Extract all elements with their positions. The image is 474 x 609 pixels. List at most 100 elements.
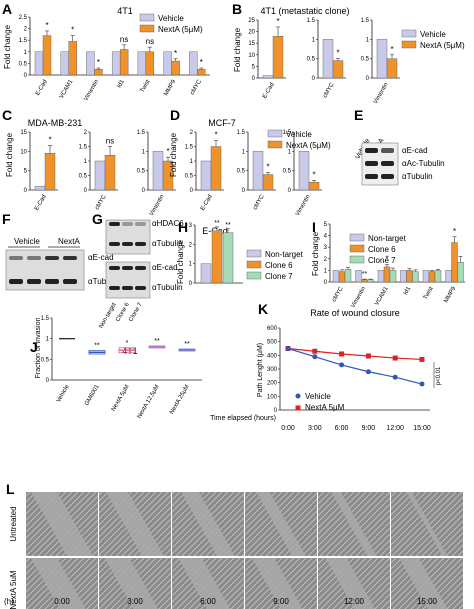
panel-g-band (135, 286, 146, 290)
panel-c-chart-2-ytick-label: 0 (142, 188, 146, 194)
panel-a-bar-vehicle (86, 51, 95, 76)
panel-l-time-label: 6:00 (200, 597, 216, 606)
panel-d-chart-2-ytick-label: 0.5 (283, 169, 292, 175)
panel-l-wound-gap (406, 492, 448, 556)
panel-c-chart-1-ytick-label: 1 (84, 159, 88, 165)
panel-j-ytick-label: 1.5 (41, 316, 50, 322)
panel-e-band (365, 148, 378, 153)
panel-a-ytick-label: 0 (24, 73, 28, 79)
panel-h-bar (211, 230, 223, 284)
panel-k-pvalue: p<0.01 (436, 366, 442, 385)
panel-l-wound-gap (331, 492, 377, 556)
panel-g-band (135, 242, 146, 246)
panel-i-legend-label: Non-target (368, 234, 407, 243)
panel-e-band (381, 161, 394, 166)
panel-i-ylabel: Fold change (311, 231, 320, 276)
panel-d-legend-label: NextA (5μM) (286, 141, 331, 150)
panel-e-band (365, 174, 378, 179)
panel-g-band (109, 222, 120, 226)
panel-i-xtick-label: Id1 (403, 285, 413, 296)
panel-d-bar-nexta (308, 182, 320, 191)
panel-h-sig: ** (225, 222, 231, 229)
panel-b-xtick-label: E-Cad (262, 82, 276, 100)
panel-h-legend-label: Clone 6 (265, 261, 293, 270)
panel-l-time-label: 9:00 (273, 597, 289, 606)
panel-j-xtick-label: Vehicle (56, 383, 71, 403)
panel-b-sig: * (336, 49, 339, 58)
panel-k-nexta-point (419, 356, 425, 362)
panel-k-nexta-point (365, 353, 371, 359)
panel-j-sig: ** (184, 341, 190, 348)
panel-i-ytick-label: 4 (324, 234, 328, 240)
panel-b-chart-0-ytick-label: 10 (248, 53, 255, 59)
panel-k-vehicle-point (365, 369, 371, 375)
panel-b-chart-0-ytick-label: 0 (252, 76, 256, 82)
panel-a-bar-vehicle (34, 51, 44, 76)
panel-h-ytick-label: 1 (189, 262, 193, 268)
panel-b-chart-1-ytick-label: 0.5 (307, 57, 316, 63)
panel-a-sig: * (45, 21, 48, 30)
panel-k-vehicle-point (419, 381, 425, 387)
panel-a-bar-nexta (42, 35, 52, 76)
panel-i-bar-clone6 (451, 242, 458, 283)
panel-l-wound-gap (31, 558, 86, 609)
panel-j-xtick-label: NextA 12.5μM (137, 384, 161, 420)
panel-c-sig: * (166, 147, 169, 156)
panel-h-bar (200, 263, 212, 284)
panel-i-bar-clone7 (457, 262, 464, 283)
panel-a-xtick-label: E-Cad (35, 79, 49, 97)
panel-k-ylabel: Path Lenght (μM) (257, 343, 264, 397)
panel-b-sig: * (276, 17, 279, 26)
panel-label-e: E (354, 107, 363, 123)
panel-d-bar-nexta (262, 174, 274, 191)
panel-label-d: D (170, 107, 180, 123)
panel-i-bar-nontarget (332, 270, 340, 283)
panel-d-ylabel: Fold change (169, 132, 178, 177)
panel-i-legend-swatch (349, 233, 365, 242)
panel-i-xtick-label: MMP9 (443, 285, 457, 304)
panel-k-vehicle-point (312, 354, 318, 360)
panel-k-nexta-point (312, 348, 318, 354)
panel-i-bar-clone7 (344, 269, 352, 283)
panel-i-bar-nontarget (400, 270, 407, 283)
panel-j-ylabel: Fraction of invasion (35, 318, 42, 379)
panel-b-chart-2-ytick-label: 0 (366, 76, 370, 82)
panel-h-sig: ** (214, 220, 220, 227)
panel-c-bar-nexta (44, 153, 56, 191)
panel-a-legend-swatch (139, 13, 155, 22)
panel-k-xtick-label: 12:00 (386, 425, 404, 432)
panel-i-ytick-label: 2 (324, 257, 328, 263)
panel-j-sig: ** (94, 343, 100, 350)
panel-k-nexta-line (287, 347, 423, 361)
panel-b-bar-vehicle (262, 75, 274, 79)
panel-i-xtick-label: cMYC (331, 285, 345, 303)
panel-k-ytick-label: 600 (267, 326, 278, 332)
panel-c-title: MDA-MB-231 (28, 118, 83, 128)
panel-b-chart-0-ytick-label: 15 (248, 41, 255, 47)
panel-i-sig: * (385, 255, 388, 264)
panel-h-ytick-label: 2 (189, 242, 193, 248)
panel-label-f: F (2, 211, 11, 227)
panel-l-row-label: NextA 5uM (9, 570, 18, 609)
panel-a-sig: * (71, 26, 74, 35)
panel-e-band (381, 174, 394, 179)
panel-j-ytick-label: 0.5 (41, 357, 50, 363)
panel-d-xtick-label: cMYC (252, 193, 266, 211)
panel-l-wound-gap (181, 492, 235, 556)
panel-l-time-label: 15:00 (417, 597, 438, 606)
panel-b-chart-0-ytick-label: 25 (248, 18, 255, 24)
panel-a-bar-vehicle (163, 51, 172, 76)
panel-h-ytick-label: 3 (189, 223, 193, 229)
panel-l-wound-gap (256, 492, 306, 556)
panel-i-bar-nontarget (445, 270, 452, 283)
panel-k-vehicle-line (287, 347, 423, 385)
panel-a-xtick-label: MMP9 (163, 78, 177, 97)
panel-a-legend-label: Vehicle (158, 14, 184, 23)
panel-g-lane-label: Clone 7 (128, 301, 144, 322)
panel-i-legend-label: Clone 7 (368, 256, 396, 265)
panel-i-ytick-label: 3 (324, 245, 328, 251)
panel-c-chart-0-ytick-label: 5 (24, 169, 28, 175)
panel-k-xtick-label: 0:00 (281, 425, 295, 432)
panel-b-xtick-label: cMYC (322, 81, 336, 99)
